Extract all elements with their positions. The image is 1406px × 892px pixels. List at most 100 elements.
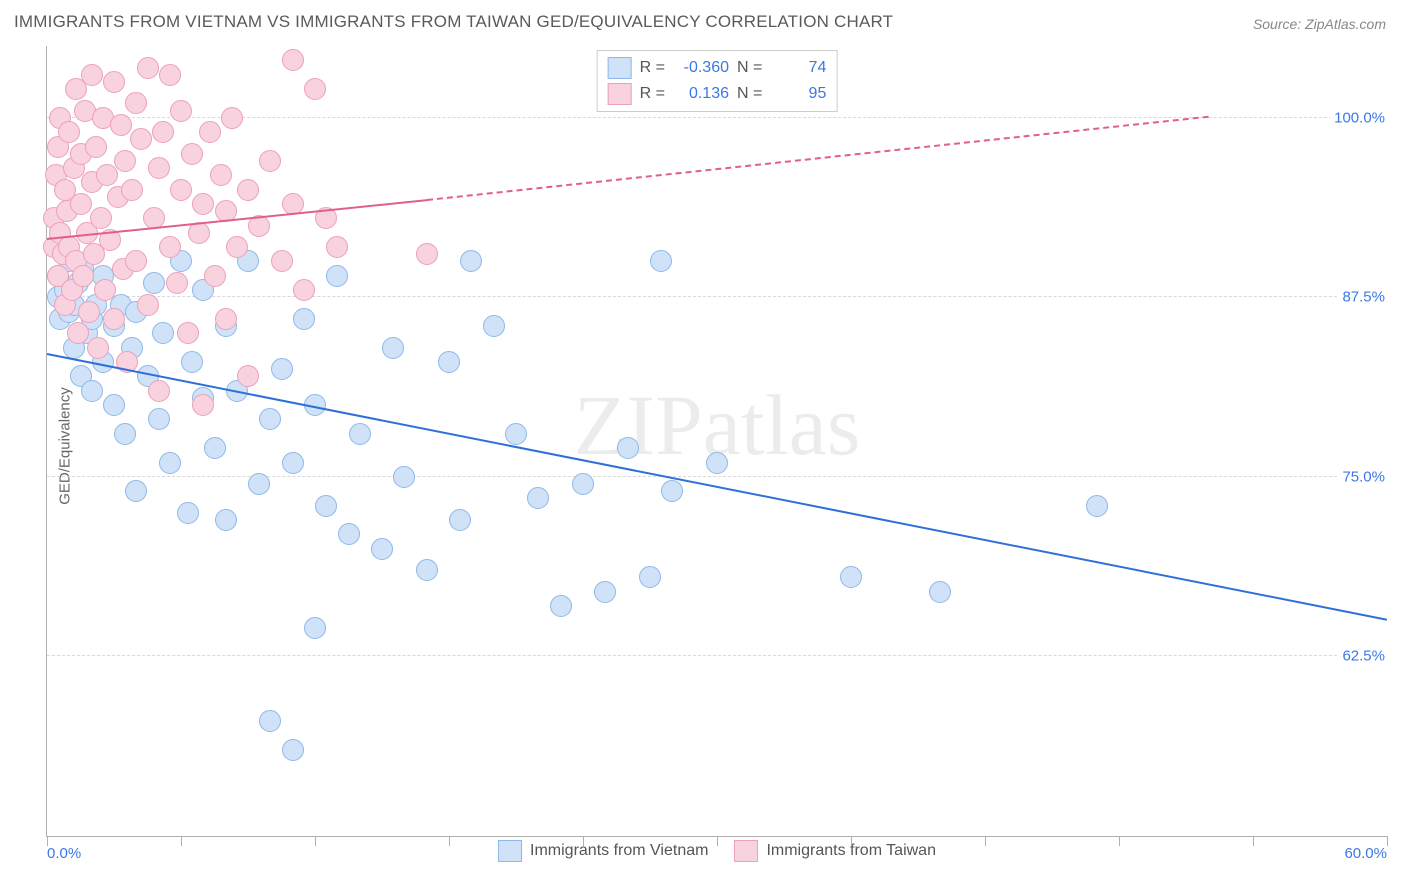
gridline	[47, 655, 1387, 656]
scatter-point-taiwan	[204, 265, 226, 287]
scatter-point-vietnam	[661, 480, 683, 502]
scatter-point-vietnam	[315, 495, 337, 517]
y-tick-label: 100.0%	[1330, 109, 1389, 126]
scatter-point-taiwan	[130, 128, 152, 150]
legend-row-vietnam: R = -0.360 N = 74	[608, 55, 827, 81]
scatter-point-vietnam	[929, 581, 951, 603]
x-axis-max-label: 60.0%	[1344, 845, 1387, 862]
scatter-point-taiwan	[90, 207, 112, 229]
n-value-vietnam: 74	[770, 59, 826, 77]
scatter-point-vietnam	[349, 423, 371, 445]
scatter-point-taiwan	[304, 78, 326, 100]
scatter-point-taiwan	[94, 279, 116, 301]
legend-swatch-vietnam	[608, 57, 632, 79]
y-tick-label: 87.5%	[1338, 289, 1389, 306]
scatter-point-vietnam	[259, 710, 281, 732]
scatter-point-taiwan	[293, 279, 315, 301]
scatter-point-taiwan	[282, 49, 304, 71]
n-value-taiwan: 95	[770, 85, 826, 103]
r-label: R =	[640, 59, 665, 77]
scatter-point-taiwan	[226, 236, 248, 258]
legend-swatch-taiwan	[734, 840, 758, 862]
scatter-point-taiwan	[159, 236, 181, 258]
scatter-point-taiwan	[170, 100, 192, 122]
x-tick	[449, 836, 450, 846]
x-tick	[1387, 836, 1388, 846]
scatter-point-vietnam	[416, 559, 438, 581]
scatter-point-taiwan	[170, 179, 192, 201]
x-tick	[315, 836, 316, 846]
scatter-point-vietnam	[81, 380, 103, 402]
x-tick	[181, 836, 182, 846]
scatter-point-taiwan	[259, 150, 281, 172]
scatter-point-taiwan	[96, 164, 118, 186]
scatter-point-vietnam	[706, 452, 728, 474]
scatter-point-taiwan	[121, 179, 143, 201]
scatter-point-taiwan	[58, 121, 80, 143]
scatter-point-taiwan	[221, 107, 243, 129]
x-axis-min-label: 0.0%	[47, 845, 81, 862]
scatter-point-taiwan	[237, 365, 259, 387]
legend-label-vietnam: Immigrants from Vietnam	[530, 842, 708, 860]
scatter-point-vietnam	[293, 308, 315, 330]
scatter-point-taiwan	[148, 380, 170, 402]
scatter-point-taiwan	[87, 337, 109, 359]
scatter-point-vietnam	[181, 351, 203, 373]
scatter-point-vietnam	[505, 423, 527, 445]
scatter-point-taiwan	[72, 265, 94, 287]
scatter-point-taiwan	[192, 193, 214, 215]
scatter-point-vietnam	[271, 358, 293, 380]
scatter-point-taiwan	[125, 250, 147, 272]
scatter-point-vietnam	[304, 617, 326, 639]
scatter-point-taiwan	[177, 322, 199, 344]
legend-swatch-vietnam	[498, 840, 522, 862]
legend-item-taiwan: Immigrants from Taiwan	[734, 840, 936, 862]
correlation-legend: R = -0.360 N = 74 R = 0.136 N = 95	[597, 50, 838, 112]
x-tick	[851, 836, 852, 846]
scatter-point-vietnam	[326, 265, 348, 287]
scatter-point-taiwan	[78, 301, 100, 323]
chart-title: IMMIGRANTS FROM VIETNAM VS IMMIGRANTS FR…	[14, 12, 893, 32]
scatter-point-taiwan	[192, 394, 214, 416]
scatter-point-taiwan	[137, 294, 159, 316]
source-attribution: Source: ZipAtlas.com	[1253, 16, 1386, 32]
scatter-point-taiwan	[110, 114, 132, 136]
scatter-point-taiwan	[67, 322, 89, 344]
scatter-point-taiwan	[416, 243, 438, 265]
scatter-point-vietnam	[103, 394, 125, 416]
scatter-point-taiwan	[271, 250, 293, 272]
chart-container: IMMIGRANTS FROM VIETNAM VS IMMIGRANTS FR…	[0, 0, 1406, 892]
scatter-point-vietnam	[177, 502, 199, 524]
scatter-point-vietnam	[572, 473, 594, 495]
x-tick	[583, 836, 584, 846]
scatter-point-vietnam	[393, 466, 415, 488]
scatter-point-vietnam	[282, 452, 304, 474]
scatter-point-taiwan	[237, 179, 259, 201]
x-tick	[1119, 836, 1120, 846]
scatter-point-vietnam	[1086, 495, 1108, 517]
x-tick	[1253, 836, 1254, 846]
scatter-point-vietnam	[248, 473, 270, 495]
scatter-point-taiwan	[85, 136, 107, 158]
scatter-point-taiwan	[166, 272, 188, 294]
x-tick	[985, 836, 986, 846]
scatter-point-vietnam	[483, 315, 505, 337]
scatter-point-vietnam	[152, 322, 174, 344]
plot-area: ZIPatlas R = -0.360 N = 74 R = 0.136 N =…	[46, 46, 1387, 837]
scatter-point-vietnam	[159, 452, 181, 474]
scatter-point-taiwan	[81, 64, 103, 86]
scatter-point-vietnam	[527, 487, 549, 509]
scatter-point-taiwan	[159, 64, 181, 86]
scatter-point-vietnam	[550, 595, 572, 617]
scatter-point-vietnam	[438, 351, 460, 373]
gridline	[47, 296, 1387, 297]
y-tick-label: 75.0%	[1338, 468, 1389, 485]
r-label: R =	[640, 85, 665, 103]
scatter-point-vietnam	[460, 250, 482, 272]
scatter-point-vietnam	[125, 480, 147, 502]
scatter-point-vietnam	[148, 408, 170, 430]
scatter-point-vietnam	[639, 566, 661, 588]
scatter-point-taiwan	[215, 308, 237, 330]
scatter-point-vietnam	[143, 272, 165, 294]
legend-row-taiwan: R = 0.136 N = 95	[608, 81, 827, 107]
